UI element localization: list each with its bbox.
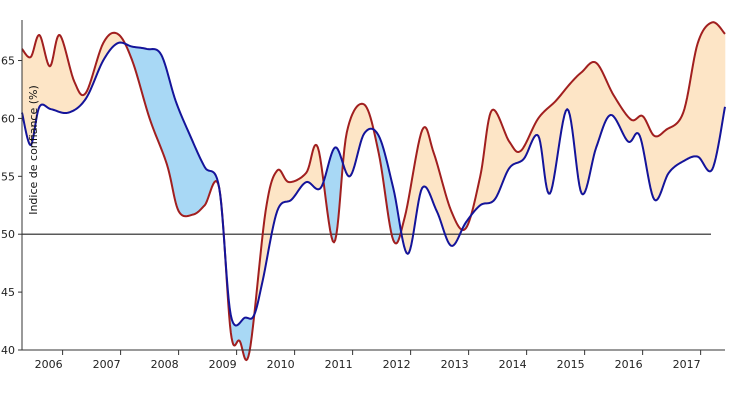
x-tick-label: 2011 (325, 358, 353, 371)
x-tick-label: 2016 (615, 358, 643, 371)
x-tick-label: 2017 (673, 358, 701, 371)
axes-layer: 40 45 50 55 60 65 2006 2007 2008 2009 2010 2011 2012… (1, 20, 725, 371)
x-tick-label: 2006 (35, 358, 63, 371)
x-tick-label: 2010 (267, 358, 295, 371)
gap-fill-slice (723, 31, 726, 113)
series-layer (21, 21, 726, 362)
y-tick-label: 55 (1, 170, 15, 183)
x-tick-label: 2008 (151, 358, 179, 371)
series-line-blue (21, 41, 726, 327)
y-tick-label: 65 (1, 55, 15, 68)
y-tick-label: 50 (1, 228, 15, 241)
fill-layer (21, 21, 726, 361)
y-tick-label: 60 (1, 112, 15, 125)
series-line-red (21, 21, 726, 362)
x-tick-label: 2009 (209, 358, 237, 371)
x-tick-label: 2015 (557, 358, 585, 371)
y-tick-label: 45 (1, 286, 15, 299)
y-tick-label: 40 (1, 344, 15, 357)
x-tick-label: 2007 (93, 358, 121, 371)
x-tick-label: 2012 (383, 358, 411, 371)
y-axis-title: Indice de confiance (%) (27, 85, 40, 215)
x-tick-label: 2014 (499, 358, 527, 371)
x-tick-label: 2013 (441, 358, 469, 371)
